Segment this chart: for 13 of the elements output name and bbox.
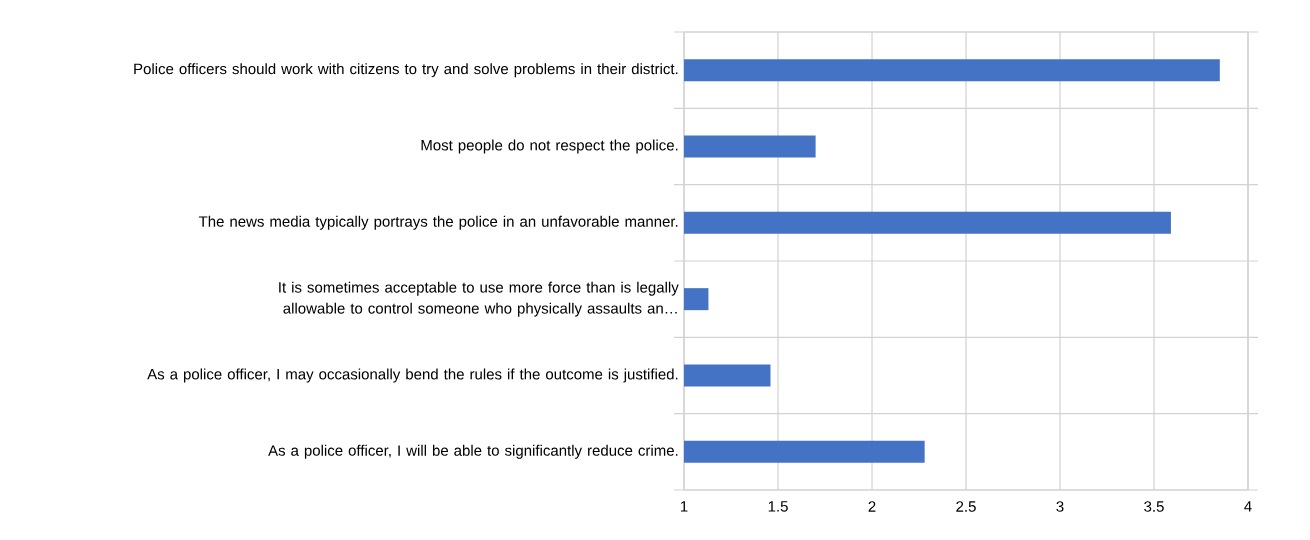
x-tick-label: 2 bbox=[868, 501, 876, 512]
y-tick-label: As a police officer, I will be able to significantly reduce crime. bbox=[268, 444, 678, 459]
x-tick-label: 4 bbox=[1244, 501, 1252, 512]
x-tick-label: 1.5 bbox=[768, 501, 788, 512]
x-tick-label: 2.5 bbox=[956, 501, 976, 512]
x-tick-label: 1 bbox=[680, 501, 688, 512]
x-tick-label: 3 bbox=[1056, 501, 1064, 512]
y-tick-label: Police officers should work with citizens to try and solve problems in their district. bbox=[134, 63, 678, 78]
y-tick-label: The news media typically portrays the police in an unfavorable manner. bbox=[198, 215, 678, 230]
y-tick-label: As a police officer, I may occasionally bend the rules if the outcome is justified. bbox=[147, 368, 678, 383]
y-tick-label: Most people do not respect the police. bbox=[421, 139, 678, 154]
y-tick-label: It is sometimes acceptable to use more force than is legally allowable to control someone who physically assaults an… bbox=[279, 281, 679, 317]
x-tick-label: 3.5 bbox=[1144, 501, 1164, 512]
